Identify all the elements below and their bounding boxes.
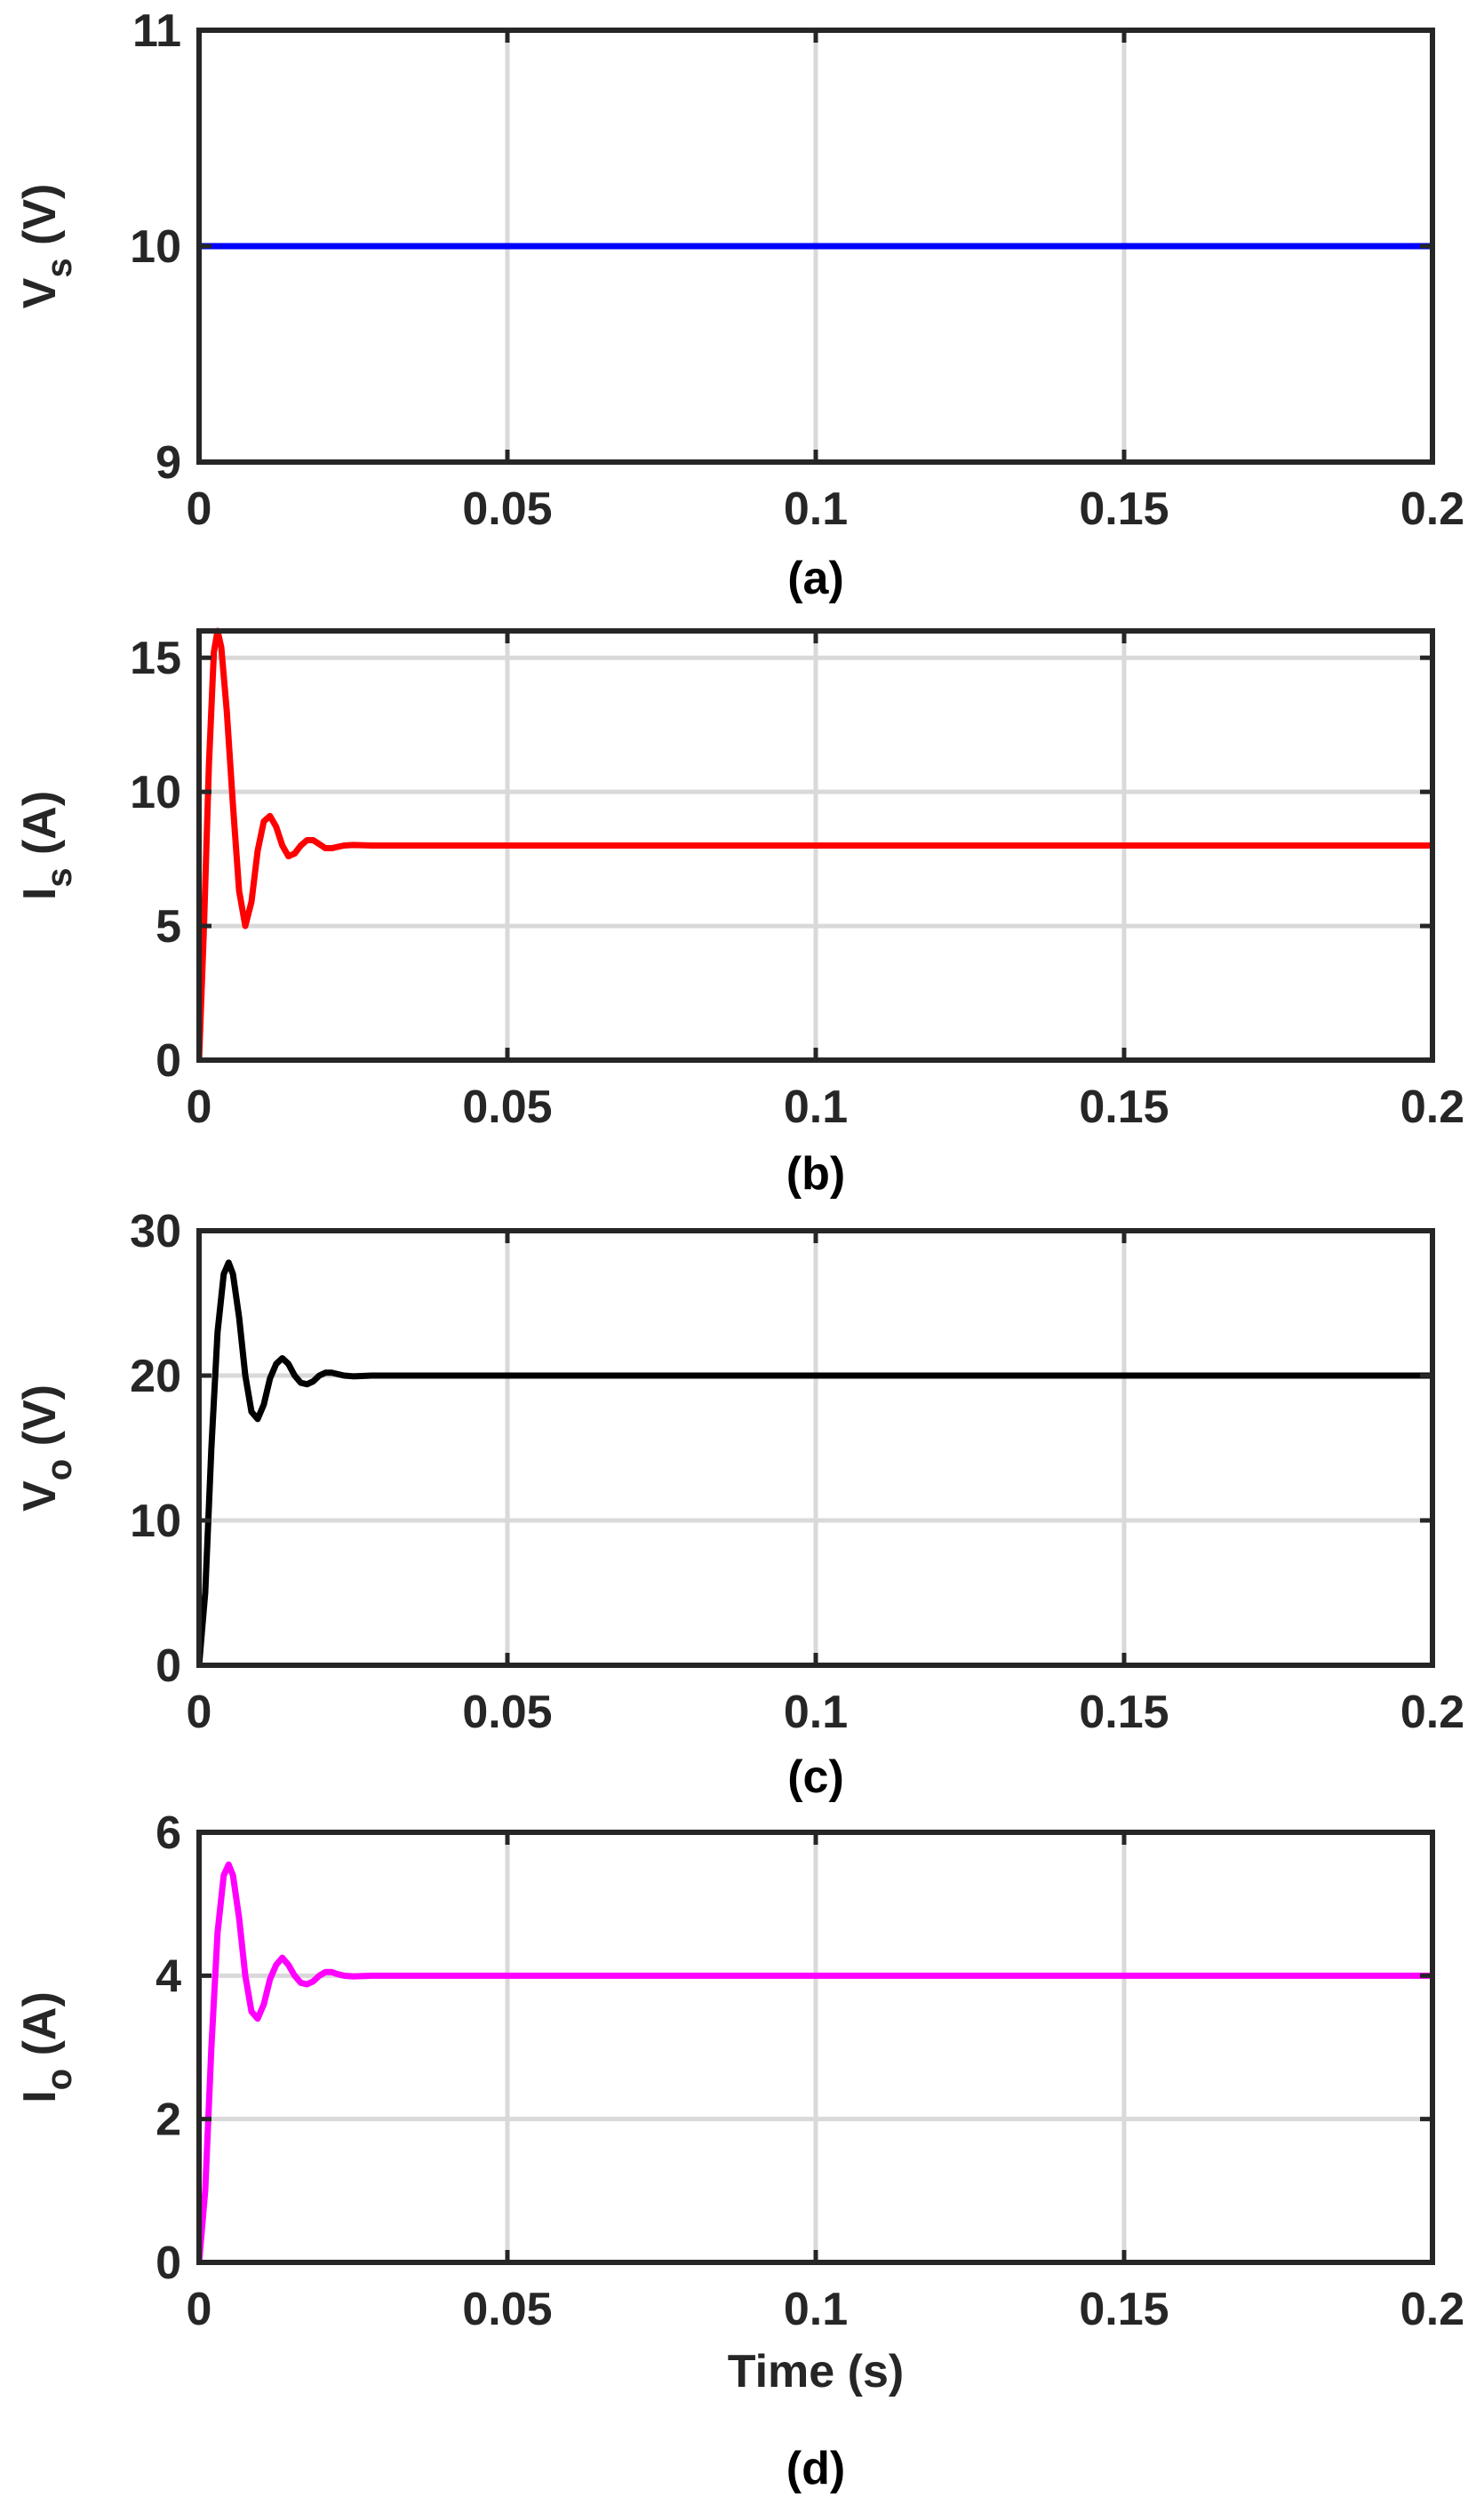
y-tick-label: 5: [156, 901, 181, 953]
y-axis-title: Is (A): [14, 791, 79, 900]
x-tick-label: 0.1: [784, 1687, 848, 1738]
x-tick-label: 0.1: [784, 1081, 848, 1133]
x-tick-label: 0.1: [784, 2284, 848, 2335]
x-tick-label: 0.15: [1079, 2284, 1169, 2335]
y-axis-title-main: I: [14, 2090, 66, 2102]
y-axis-title-unit: (A): [14, 1991, 66, 2069]
series-line: [199, 1861, 1432, 2262]
y-tick-label: 2: [156, 2094, 181, 2146]
y-tick-label: 0: [156, 2238, 181, 2289]
y-axis-title: Io (A): [14, 1991, 79, 2103]
y-tick-label: 20: [130, 1351, 181, 1402]
x-tick-label: 0.15: [1079, 483, 1169, 535]
x-tick-label: 0.2: [1400, 483, 1464, 535]
x-tick-label: 0: [187, 1081, 212, 1133]
x-tick-label: 0.05: [462, 1081, 552, 1133]
panel-caption: (b): [786, 1148, 845, 1200]
y-tick-label: 15: [130, 633, 181, 684]
panel-1: 0 0.05 0.1 0.15 0.2 9 10 11 Vs (V) (a): [14, 5, 1464, 604]
x-tick-label: 0: [187, 2284, 212, 2335]
x-tick-label: 0.05: [462, 1687, 552, 1738]
series-line: [199, 1259, 1432, 1665]
y-tick-label: 10: [130, 1496, 181, 1547]
x-tick-label: 0: [187, 1687, 212, 1738]
panel-caption: (d): [786, 2443, 845, 2494]
panel-4: 0 0.05 0.1 0.15 0.2 0 2 4 6 Io (A) Time (s) (d): [14, 1807, 1464, 2494]
x-tick-label: 0.05: [462, 2284, 552, 2335]
x-tick-label: 0.2: [1400, 2284, 1464, 2335]
panel-caption: (c): [787, 1751, 844, 1803]
y-axis-title-unit: (V): [14, 1384, 66, 1459]
y-axis-title: Vo (V): [14, 1384, 79, 1512]
y-axis-title-main: I: [14, 888, 66, 900]
y-axis-title-subscript: s: [40, 867, 79, 887]
x-tick-label: 0.15: [1079, 1081, 1169, 1133]
y-axis-title-subscript: o: [40, 1459, 79, 1480]
y-tick-label: 10: [130, 767, 181, 818]
y-tick-label: 6: [156, 1807, 181, 1859]
x-tick-label: 0.2: [1400, 1081, 1464, 1133]
panel-2: 0 0.05 0.1 0.15 0.2 0 5 10 15 Is (A) (b): [14, 627, 1464, 1200]
y-tick-label: 9: [156, 437, 181, 489]
y-tick-label: 4: [156, 1951, 181, 2002]
x-tick-label: 0: [187, 483, 212, 535]
x-tick-label: 0.05: [462, 483, 552, 535]
y-axis-title-main: V: [14, 1480, 66, 1512]
y-axis-title-unit: (A): [14, 791, 66, 868]
y-axis-title: Vs (V): [14, 184, 79, 309]
y-tick-label: 11: [132, 5, 181, 57]
x-tick-label: 0.2: [1400, 1687, 1464, 1738]
y-axis-title-main: V: [14, 277, 66, 308]
y-tick-label: 0: [156, 1035, 181, 1087]
y-axis-title-unit: (V): [14, 184, 66, 259]
x-axis-title: Time (s): [728, 2346, 904, 2397]
y-tick-label: 0: [156, 1640, 181, 1692]
y-tick-label: 30: [130, 1206, 181, 1257]
y-axis-title-subscript: o: [40, 2069, 79, 2090]
x-tick-label: 0.1: [784, 483, 848, 535]
y-axis-title-subscript: s: [40, 258, 79, 277]
series-line: [199, 627, 1432, 1060]
x-tick-label: 0.15: [1079, 1687, 1169, 1738]
panel-3: 0 0.05 0.1 0.15 0.2 0 10 20 30 Vo (V) (c): [14, 1206, 1464, 1803]
panel-caption: (a): [787, 553, 844, 604]
y-tick-label: 10: [130, 221, 181, 273]
